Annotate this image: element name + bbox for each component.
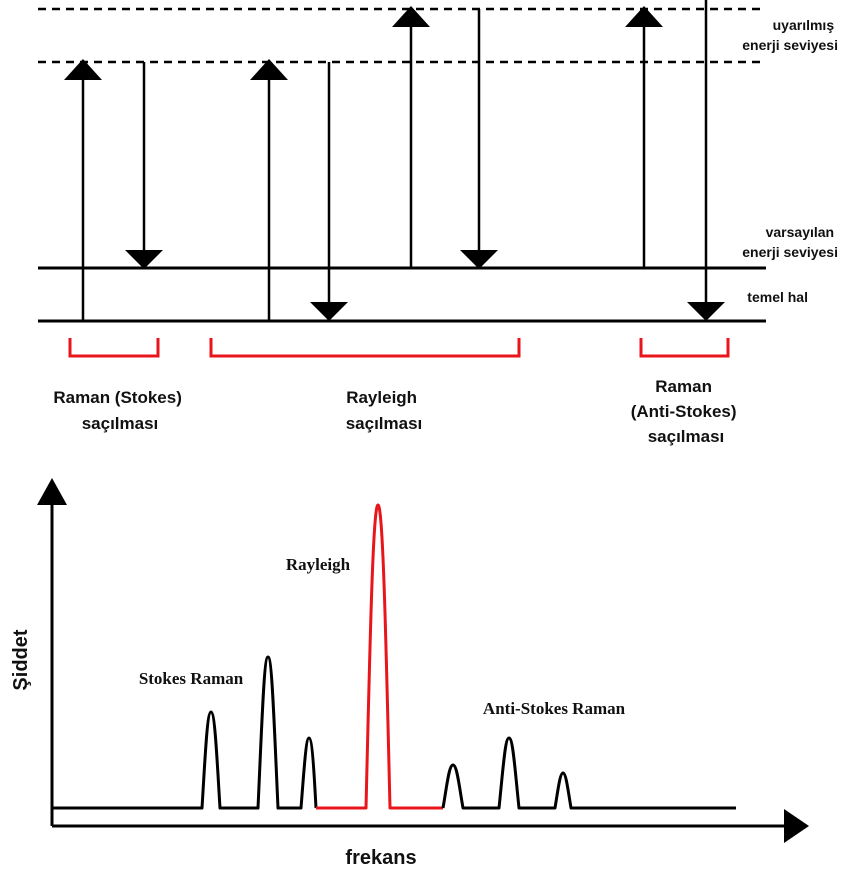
- rayleigh-peak: [316, 503, 443, 810]
- stokes-bracket: [68, 338, 160, 358]
- anti-stokes-transition: [625, 0, 725, 321]
- up-arrow-head: [64, 59, 102, 80]
- rayleigh-group-label: Rayleigh saçılması: [346, 388, 423, 433]
- anti-stokes-raman-label: Anti-Stokes Raman: [483, 699, 626, 718]
- down-arrow-head: [125, 250, 163, 269]
- rayleigh-transition-virtual: [392, 6, 498, 269]
- ground-level-label: temel hal: [747, 289, 808, 305]
- up-arrow-head: [625, 6, 663, 27]
- up-arrow-head: [392, 6, 430, 27]
- x-axis-arrow-head: [784, 809, 809, 843]
- down-arrow-head: [310, 302, 348, 321]
- anti-stokes-raman-peaks: [441, 736, 736, 810]
- stokes-raman-peaks: [52, 655, 318, 810]
- excited-level-label: uyarılmış enerji seviyesi: [742, 17, 838, 53]
- anti-stokes-group-label: Raman (Anti-Stokes) saçılması: [631, 377, 742, 446]
- rayleigh-transition-ground: [250, 59, 348, 321]
- down-arrow-head: [687, 302, 725, 321]
- y-axis-arrow-head: [37, 478, 67, 505]
- spectrum-plot: Şiddet frekans Stokes Raman Rayleigh Ant…: [10, 478, 809, 869]
- up-arrow-head: [250, 59, 288, 80]
- rayleigh-bracket: [209, 338, 521, 358]
- down-arrow-head: [460, 250, 498, 269]
- energy-level-diagram: uyarılmış enerji seviyesi varsayılan ene…: [38, 0, 838, 446]
- virtual-level-label: varsayılan enerji seviyesi: [742, 224, 838, 260]
- stokes-raman-label: Stokes Raman: [139, 669, 244, 688]
- rayleigh-label: Rayleigh: [286, 555, 351, 574]
- anti-stokes-bracket: [639, 338, 730, 358]
- stokes-transition: [64, 59, 163, 321]
- stokes-group-label: Raman (Stokes) saçılması: [53, 388, 186, 433]
- x-axis-label: frekans: [345, 847, 416, 869]
- y-axis-label: Şiddet: [10, 629, 32, 690]
